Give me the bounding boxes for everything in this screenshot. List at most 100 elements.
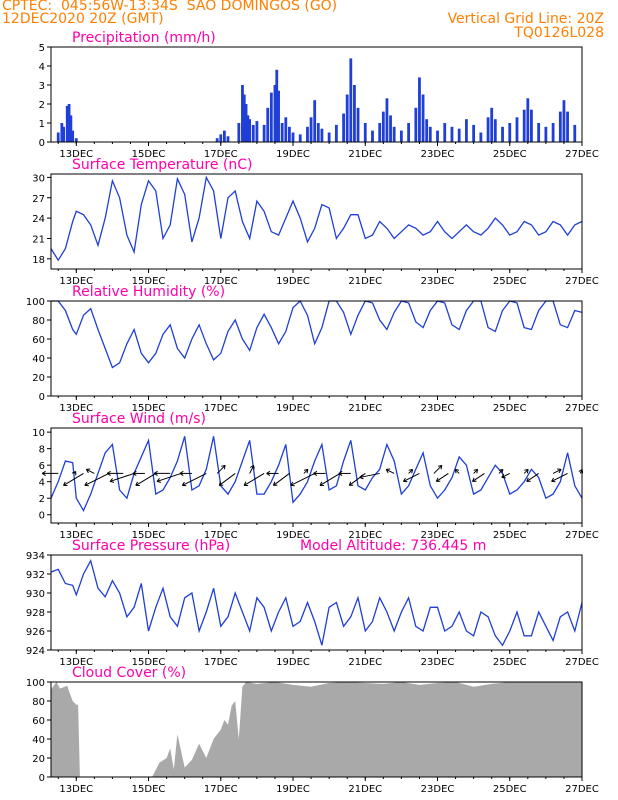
wind-vector-head: [84, 481, 89, 487]
pressure-ytick-label: 926: [26, 627, 45, 638]
wind-ytick-label: 4: [39, 478, 45, 489]
wind-vector-head: [135, 481, 140, 486]
precip-bar: [269, 92, 273, 142]
wind-vector: [109, 472, 135, 482]
date-header: 12DEC2020 20Z (GMT): [2, 11, 164, 27]
precip-bar: [558, 111, 562, 142]
pressure-ytick-label: 924: [26, 646, 45, 657]
wind-vector: [551, 472, 568, 482]
precip-bar: [215, 138, 219, 142]
wind-vector-head: [249, 464, 255, 470]
cloud-ytick-label: 20: [32, 754, 45, 765]
pressure-xtick-label: 25DEC: [493, 657, 527, 668]
wind-vector-head: [557, 468, 562, 474]
precip-ytick-label: 0: [39, 138, 45, 149]
temp-line: [50, 175, 583, 262]
precip-bar: [71, 130, 75, 142]
precip-bar: [242, 94, 246, 142]
precip-bar: [450, 126, 454, 142]
precip-ytick-label: 5: [39, 43, 45, 54]
wind-xtick-label: 17DEC: [204, 530, 238, 541]
run-id: TQ0126L028: [514, 25, 604, 41]
wind-vector-head: [218, 481, 224, 486]
temp-ytick-label: 30: [32, 173, 45, 184]
precip-bar: [284, 117, 288, 142]
wind-vector: [385, 468, 395, 474]
cloud-xtick-label: 21DEC: [348, 784, 382, 795]
precip-bar: [334, 124, 338, 142]
pressure-panel: 924 926 928 930 932 934 13DEC 15DEC 17DEC 19DEC 21…: [26, 538, 599, 668]
wind-ytick-label: 8: [39, 445, 45, 456]
wind-vector-head: [290, 481, 295, 487]
precip-bar: [443, 123, 447, 142]
precip-bar: [486, 117, 490, 142]
precip-xtick-label: 27DEC: [565, 149, 599, 160]
precip-bar: [573, 124, 577, 142]
rh-ytick-label: 60: [32, 335, 45, 346]
wind-vector-head: [359, 474, 364, 480]
precip-bar: [472, 124, 476, 142]
panel-frame: [50, 681, 583, 778]
rh-ytick-label: 100: [26, 297, 45, 308]
precip-bar: [246, 115, 250, 142]
cloud-xtick-label: 15DEC: [132, 784, 166, 795]
precip-bar: [522, 109, 526, 142]
precip-bar: [537, 123, 541, 142]
precip-bar: [237, 123, 241, 142]
wind-vector-head: [385, 468, 391, 474]
pressure-line: [50, 558, 583, 647]
rh-xtick-label: 23DEC: [421, 403, 455, 414]
wind-vector-head: [454, 468, 460, 474]
precip-bar: [515, 117, 519, 142]
precip-bar: [241, 85, 244, 142]
wind-vector-head: [181, 481, 187, 487]
wind-vector: [433, 465, 443, 474]
temp-ytick-label: 21: [32, 234, 45, 245]
rh-xtick-label: 17DEC: [204, 403, 238, 414]
precip-bar: [392, 126, 396, 142]
wind-vector-head: [524, 468, 529, 474]
precip-bar: [349, 58, 353, 142]
precip-bar: [309, 117, 313, 142]
precip-bar: [280, 123, 284, 142]
wind-vector-head: [437, 464, 443, 470]
pressure-xtick-label: 13DEC: [59, 657, 93, 668]
wind-vector: [472, 473, 485, 482]
wind-vector: [84, 472, 110, 486]
precip-bar: [262, 124, 266, 142]
precip-bar: [544, 126, 548, 142]
panel-frame: [50, 300, 583, 397]
wind-vector: [303, 469, 309, 474]
rh-ytick-label: 0: [39, 392, 45, 403]
wind-vector: [290, 472, 315, 486]
precip-bar: [248, 119, 252, 142]
precip-bar: [508, 123, 512, 142]
precip-bar: [457, 128, 461, 142]
rh-ytick-label: 80: [32, 316, 45, 327]
cloud-xtick-label: 27DEC: [565, 784, 599, 795]
wind-vector: [501, 472, 510, 478]
wind-vector-head: [501, 473, 506, 479]
temp-xtick-label: 23DEC: [421, 276, 455, 287]
precip-bar: [313, 100, 317, 142]
precip-bar: [327, 132, 331, 142]
wind-vector-head: [319, 481, 325, 486]
precip-bar: [526, 98, 530, 142]
pressure-title: Surface Pressure (hPa): [72, 538, 230, 554]
temp-title: Surface Temperature (nC): [72, 157, 253, 173]
wind-vector: [182, 472, 207, 486]
precip-bar: [244, 104, 248, 142]
precip-bar: [414, 107, 418, 142]
precip-ytick-label: 4: [39, 62, 45, 73]
precip-bar: [381, 111, 385, 142]
cloud-xtick-label: 23DEC: [421, 784, 455, 795]
precip-bar: [288, 126, 291, 142]
precip-xtick-label: 25DEC: [493, 149, 527, 160]
wind-vector-head: [179, 470, 184, 477]
wind-xtick-label: 27DEC: [565, 530, 599, 541]
cloud-ytick-label: 40: [32, 735, 45, 746]
wind-ytick-label: 2: [39, 494, 45, 505]
panel-frame: [50, 46, 583, 143]
cloud-ytick-label: 60: [32, 716, 45, 727]
